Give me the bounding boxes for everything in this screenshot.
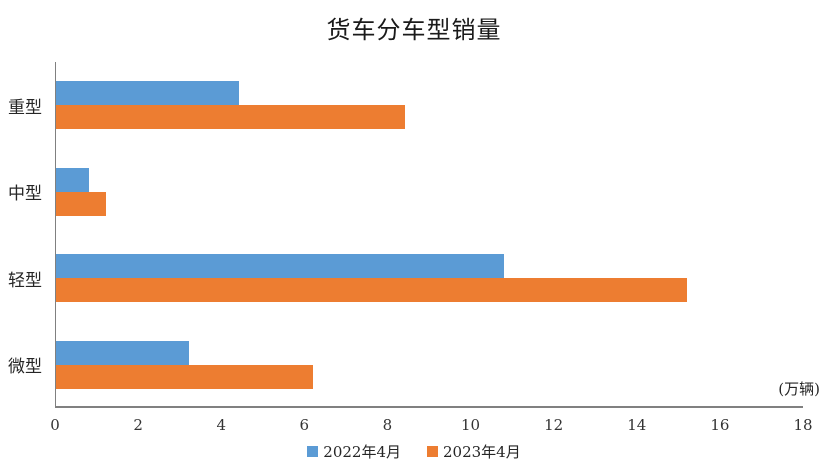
legend-label: 2022年4月 <box>323 443 401 461</box>
chart-title: 货车分车型销量 <box>326 16 502 44</box>
x-tick-label: 8 <box>382 416 393 434</box>
category-band <box>56 322 803 409</box>
bar-series-0 <box>56 167 90 192</box>
x-tick-label: 14 <box>627 416 647 434</box>
bar-series-0 <box>56 340 189 365</box>
legend-marker-icon <box>307 446 319 457</box>
x-tick-label: 18 <box>793 416 813 434</box>
legend-item-0: 2022年4月 <box>307 441 401 462</box>
bar-series-1 <box>56 191 106 216</box>
legend-item-1: 2023年4月 <box>427 441 521 462</box>
bar-series-1 <box>56 105 405 129</box>
category-band <box>56 149 803 236</box>
category-band <box>56 235 803 322</box>
category-label: 重型 <box>8 97 42 118</box>
category-label: 微型 <box>8 357 42 378</box>
x-tick-label: 12 <box>544 416 564 434</box>
category-band <box>56 62 803 149</box>
x-axis-ticks: 0 2 4 6 8 10 12 14 16 18 <box>50 410 812 434</box>
bar-series-0 <box>56 81 239 105</box>
category-label: 中型 <box>8 184 42 205</box>
legend: 2022年4月 2023年4月 <box>0 441 828 462</box>
x-tick-label: 0 <box>50 416 60 434</box>
category-label: 轻型 <box>8 270 42 291</box>
bar-series-1 <box>56 364 314 389</box>
category-axis-labels: 重型 中型 轻型 微型 <box>0 62 50 408</box>
legend-label: 2023年4月 <box>443 443 521 461</box>
bar-series-0 <box>56 254 505 278</box>
x-tick-label: 10 <box>461 416 481 434</box>
x-tick-label: 4 <box>216 416 226 434</box>
legend-marker-icon <box>427 446 438 457</box>
bar-series-1 <box>56 278 687 302</box>
plot-area <box>55 62 803 408</box>
x-tick-label: 2 <box>133 416 143 434</box>
axis-unit-label: (万辆) <box>778 380 820 398</box>
x-tick-label: 16 <box>710 416 730 434</box>
x-tick-label: 6 <box>299 416 310 434</box>
